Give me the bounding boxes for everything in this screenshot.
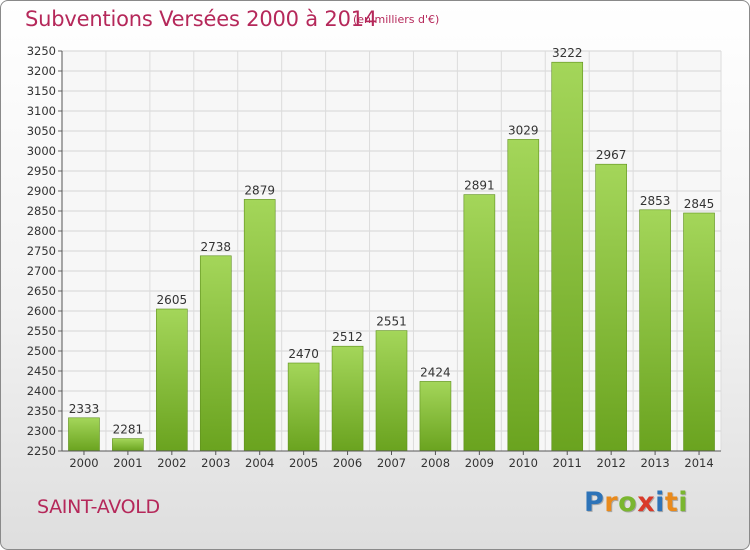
- y-tick-label: 2900: [27, 184, 56, 198]
- y-tick-label: 3150: [27, 84, 56, 98]
- y-tick-label: 2800: [27, 224, 56, 238]
- bar-2003: [199, 255, 232, 452]
- brand-letter: o: [618, 487, 638, 518]
- x-tick-label-2013: 2013: [640, 456, 669, 470]
- y-tick-label: 3050: [27, 124, 56, 138]
- value-label-2007: 2551: [376, 315, 407, 329]
- bar-2002: [156, 308, 188, 452]
- value-label-2006: 2512: [332, 330, 363, 344]
- bar-2001: [112, 438, 144, 452]
- x-tick-label-2001: 2001: [113, 456, 142, 470]
- y-tick-label: 2500: [27, 344, 56, 358]
- chart-title: Subventions Versées 2000 à 2014: [25, 7, 378, 31]
- y-tick-label: 2550: [27, 324, 56, 338]
- value-label-2013: 2853: [640, 194, 671, 208]
- y-tick-label: 2400: [27, 384, 56, 398]
- bar-2008: [419, 381, 452, 452]
- x-tick-label-2007: 2007: [377, 456, 406, 470]
- x-tick-label-2011: 2011: [553, 456, 582, 470]
- y-tick-label: 2350: [27, 404, 56, 418]
- x-tick-label-2009: 2009: [465, 456, 494, 470]
- brand-letter: t: [664, 487, 679, 518]
- y-tick-label: 3200: [27, 64, 56, 78]
- y-tick-label: 3100: [27, 104, 56, 118]
- brand-letter: r: [604, 487, 619, 518]
- value-label-2003: 2738: [200, 240, 231, 254]
- bar-2012: [595, 163, 627, 452]
- x-tick-label-2014: 2014: [684, 456, 713, 470]
- x-tick-label-2000: 2000: [69, 456, 98, 470]
- y-tick-label: 2600: [27, 304, 56, 318]
- value-label-2001: 2281: [113, 423, 144, 437]
- brand-letter: P: [584, 487, 605, 518]
- brand-letter: x: [637, 487, 656, 518]
- x-tick-label-2006: 2006: [333, 456, 362, 470]
- bar-2006: [331, 345, 364, 452]
- y-tick-label: 2950: [27, 164, 56, 178]
- value-label-2009: 2891: [464, 179, 495, 193]
- value-label-2004: 2879: [244, 183, 275, 197]
- value-label-2000: 2333: [69, 402, 100, 416]
- x-tick-label-2004: 2004: [245, 456, 274, 470]
- x-tick-label-2008: 2008: [421, 456, 450, 470]
- commune-name: SAINT-AVOLD: [37, 496, 160, 518]
- proxiti-logo: Proxiti: [584, 487, 688, 518]
- y-tick-label: 2650: [27, 284, 56, 298]
- bar-2010: [507, 139, 540, 452]
- bar-2005: [287, 362, 320, 452]
- bar-2000: [68, 417, 100, 452]
- x-tick-label-2002: 2002: [157, 456, 186, 470]
- y-tick-label: 2250: [27, 444, 56, 458]
- y-tick-label: 2300: [27, 424, 56, 438]
- x-tick-label-2010: 2010: [509, 456, 538, 470]
- value-label-2008: 2424: [420, 365, 451, 379]
- y-tick-label: 2700: [27, 264, 56, 278]
- brand-letter: i: [655, 487, 665, 518]
- value-label-2002: 2605: [157, 293, 188, 307]
- value-label-2005: 2470: [288, 347, 319, 361]
- bar-2011: [551, 61, 584, 452]
- value-label-2011: 3222: [552, 46, 583, 60]
- x-tick-label-2012: 2012: [597, 456, 626, 470]
- y-tick-label: 3000: [27, 144, 56, 158]
- value-label-2010: 3029: [508, 123, 539, 137]
- bar-2007: [375, 330, 408, 452]
- data-labels: 2333 2281 2605 2738 2879 2470 2512 2551 2424 2891…: [69, 46, 715, 436]
- brand-letter: i: [678, 487, 689, 518]
- x-tick-label-2005: 2005: [289, 456, 318, 470]
- y-tick-label: 2850: [27, 204, 56, 218]
- axes: 2250 2300 2350 2400 2450 2500 2550 2600 2650 2700…: [27, 44, 721, 470]
- x-tick-label-2003: 2003: [201, 456, 230, 470]
- y-tick-label: 2750: [27, 244, 56, 258]
- bars: [68, 61, 715, 452]
- bar-2013: [639, 209, 671, 452]
- bar-2014: [683, 212, 715, 452]
- y-tick-label: 3250: [27, 44, 56, 58]
- bar-2004: [243, 199, 276, 452]
- value-label-2012: 2967: [596, 148, 627, 162]
- y-tick-label: 2450: [27, 364, 56, 378]
- chart-subtitle: (en milliers d'€): [353, 13, 440, 26]
- value-label-2014: 2845: [684, 197, 715, 211]
- bar-2009: [463, 194, 496, 452]
